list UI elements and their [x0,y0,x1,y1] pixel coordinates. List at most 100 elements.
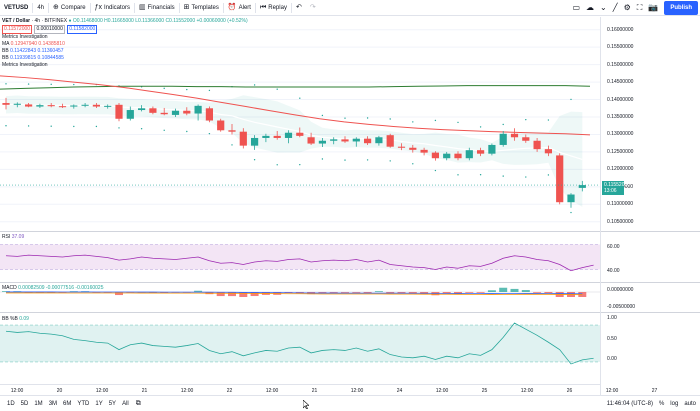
macd-pane[interactable] [0,283,600,312]
price-pane[interactable] [0,17,600,231]
fullscreen-icon[interactable]: ⛶ [636,3,643,12]
candle-body [431,152,439,159]
legend-title-row: VET / Dollar · 4h · BITFINEX ● O0.114680… [2,18,248,24]
macd-chart[interactable] [0,283,600,312]
pane-divider[interactable] [0,282,700,283]
candle-body [81,104,89,106]
templates-button[interactable]: ⊞ Templates [180,0,223,16]
macd-histogram-bar [533,292,542,293]
redo-button[interactable]: ↷ [306,0,320,16]
percent-toggle[interactable]: % [658,401,665,407]
rsi-chart[interactable] [0,232,600,282]
time-axis[interactable]: 12:00 20 12:00 21 12:00 22 12:00 21 12:00 24 12:00… [0,384,657,395]
price-chart[interactable] [0,17,600,231]
calendar-goto-icon[interactable]: ⧉ [135,400,141,407]
bbb-pane[interactable] [0,313,600,384]
indicators-button[interactable]: ƒx Indicators [91,0,134,16]
range-button-1y[interactable]: 1Y [95,400,103,407]
interval-button[interactable]: 4h [33,0,48,16]
chevron-down-icon[interactable]: ⌄ [600,3,607,12]
bb1-row[interactable]: BB 0.11422843 0.11360457 [2,48,248,55]
rsi-pane[interactable] [0,232,600,282]
bid-box[interactable]: 0.11572000 [2,25,33,34]
macd-histogram-bar [160,292,169,294]
upper-band-dot [547,119,550,121]
bbb-value: 0.09 [19,316,29,322]
macd-histogram-bar [228,292,236,297]
auto-toggle[interactable]: auto [684,401,696,407]
financials-button[interactable]: ▥ Financials [135,0,179,16]
upper-band-dot [186,88,188,91]
compare-label: Compare [60,4,86,11]
macd-histogram-bar [115,292,123,296]
bb2-label: BB [2,55,9,61]
time-label: 27 [651,388,658,394]
ask-box[interactable]: 0.11582000 [67,25,98,34]
bb2-row[interactable]: BB 0.11939815 0.10844585 [2,55,248,62]
upper-band-dot [344,117,346,119]
drawing-line-icon[interactable]: ╱ [612,3,618,12]
indicator-2-row[interactable]: Metrics Investigation [2,62,48,68]
publish-button[interactable]: Publish [664,1,698,15]
candle-body [228,130,236,132]
macd-histogram-bar [476,292,485,293]
pane-divider[interactable] [0,312,700,313]
range-button-ytd[interactable]: YTD [77,400,90,407]
range-button-6m[interactable]: 6M [63,400,72,407]
undo-button[interactable]: ↶ [292,0,306,16]
time-label: 26 [566,388,573,394]
time-label: 21 [141,388,148,394]
rsi-tick: 40.00 [607,268,620,274]
cloud-icon[interactable]: ☁ [586,3,595,12]
macd-tick: 0.00000000 [607,287,634,293]
clock[interactable]: 11:46:04 (UTC-8) [606,401,653,407]
bbb-label: BB %B [2,316,18,322]
gear-icon[interactable]: ⚙ [623,3,631,12]
upper-band-dot [321,114,324,117]
price-scale[interactable]: 0.16000000 0.15500000 0.15000000 0.14500000… [600,17,700,395]
bb1-label: BB [2,48,9,54]
interval-label: 4h [37,4,45,11]
candle-body [522,137,530,141]
range-button-5d[interactable]: 5D [20,400,29,407]
ma-row[interactable]: MA 0.12947940 0.14385810 [2,41,248,48]
range-button-3m[interactable]: 3M [48,400,58,407]
toolbar-divider [134,2,136,13]
macd-histogram-bar [216,292,225,297]
candle-body [307,137,315,144]
camera-icon[interactable]: 📷 [648,3,659,12]
lower-band-dot [457,174,459,176]
range-button-1d[interactable]: 1D [7,400,15,407]
candle-body [171,110,180,115]
candle-body [70,105,78,107]
range-button-all[interactable]: All [122,400,129,407]
range-button-5y[interactable]: 5Y [108,400,117,407]
candle-body [149,108,157,113]
upper-band-dot [389,118,391,120]
replay-button[interactable]: ⏮ Replay [256,0,291,16]
indicator-1-row[interactable]: Metrics Investigation [2,34,48,40]
price-tick: 0.12500000 [607,148,634,155]
macd-histogram-bar [363,292,372,294]
bbb-chart[interactable] [0,313,600,384]
lower-band-dot [412,163,414,165]
candle-body [160,112,168,115]
alert-button[interactable]: ⏰ Alert [224,0,255,16]
candle-body [341,139,349,142]
time-label: 12:00 [265,388,279,394]
macd-histogram-bar [92,292,101,293]
bb2-values: 0.11939815 0.10844585 [10,55,64,61]
bid-ask-row: 0.11572000 0.00010000 0.11582000 [2,25,248,34]
symbol-search[interactable]: VETUSD [0,0,32,16]
log-toggle[interactable]: log [670,401,679,407]
range-button-1m[interactable]: 1M [34,400,43,407]
compare-button[interactable]: ⊕ Compare [49,0,90,16]
pane-divider[interactable] [0,231,700,232]
price-tick: 0.16000000 [607,26,634,33]
lower-band-dot [73,125,75,128]
layout-icon[interactable]: ▭ [572,3,581,12]
lower-band-dot [50,125,52,127]
bbb-legend: BB %B 0.09 [2,316,29,323]
bbb-tick: 1.00 [607,315,617,321]
rsi-label: RSI [2,234,11,240]
